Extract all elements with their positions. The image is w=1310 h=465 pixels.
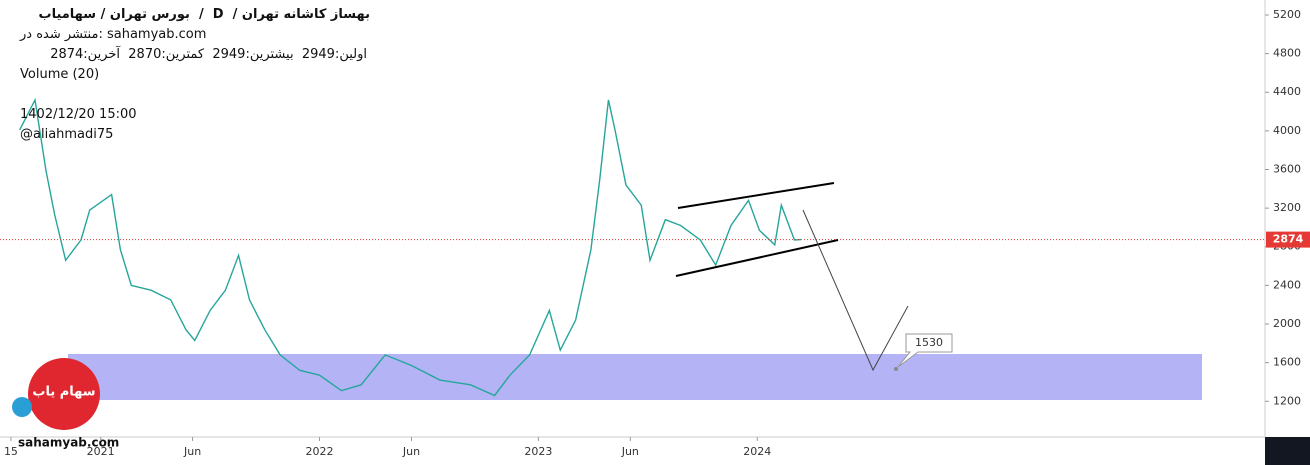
volume-label: Volume (20): [20, 67, 100, 82]
x-tick-label: Jun: [183, 445, 201, 458]
channel-bottom: [675, 239, 839, 277]
x-tick-label: 2022: [306, 445, 334, 458]
y-tick-label: 4400: [1273, 85, 1301, 98]
target-label: 1530: [915, 336, 943, 349]
target-point: [894, 367, 898, 371]
y-tick-label: 4000: [1273, 124, 1301, 137]
x-tick-label: Jun: [402, 445, 420, 458]
y-tick-label: 5200: [1273, 8, 1301, 21]
x-tick-label: 15: [4, 445, 18, 458]
x-tick-label: 2023: [524, 445, 552, 458]
x-tick-label: 2024: [743, 445, 771, 458]
logo-text: سهام یاب: [32, 385, 95, 400]
price-axis: [1265, 0, 1310, 437]
published: منتشر شده در: sahamyab.com: [20, 27, 207, 42]
ohlc: اولین:2949 بیشترین:2949 کمترین:2870 آخری…: [50, 47, 367, 62]
author: @aliahmadi75: [20, 127, 114, 142]
y-tick-label: 2400: [1273, 278, 1301, 291]
y-tick-label: 1200: [1273, 394, 1301, 407]
symbol-title: بهساز کاشانه تهران / D / بورس تهران / سه…: [38, 7, 371, 22]
channel-top: [677, 182, 835, 209]
price-line: [19, 97, 802, 397]
projection-path: [802, 209, 909, 372]
y-tick-label: 1600: [1273, 356, 1301, 369]
y-tick-label: 4800: [1273, 47, 1301, 60]
watermark: sahamyab.com: [18, 436, 119, 450]
last-price-label: 2874: [1273, 233, 1304, 246]
x-tick-label: 2021: [87, 445, 115, 458]
datetime: 1402/12/20 15:00: [20, 107, 137, 122]
y-tick-label: 3200: [1273, 201, 1301, 214]
x-tick-label: Jun: [621, 445, 639, 458]
target-callout: [897, 333, 953, 368]
y-tick-label: 3600: [1273, 162, 1301, 175]
last-price-tag: [1266, 231, 1310, 248]
corner-box: [1265, 437, 1310, 465]
app-icon: [12, 397, 32, 417]
plot: [0, 97, 1265, 397]
y-tick-label: 2000: [1273, 317, 1301, 330]
logo: [28, 358, 100, 430]
support-zone: [68, 354, 1202, 400]
